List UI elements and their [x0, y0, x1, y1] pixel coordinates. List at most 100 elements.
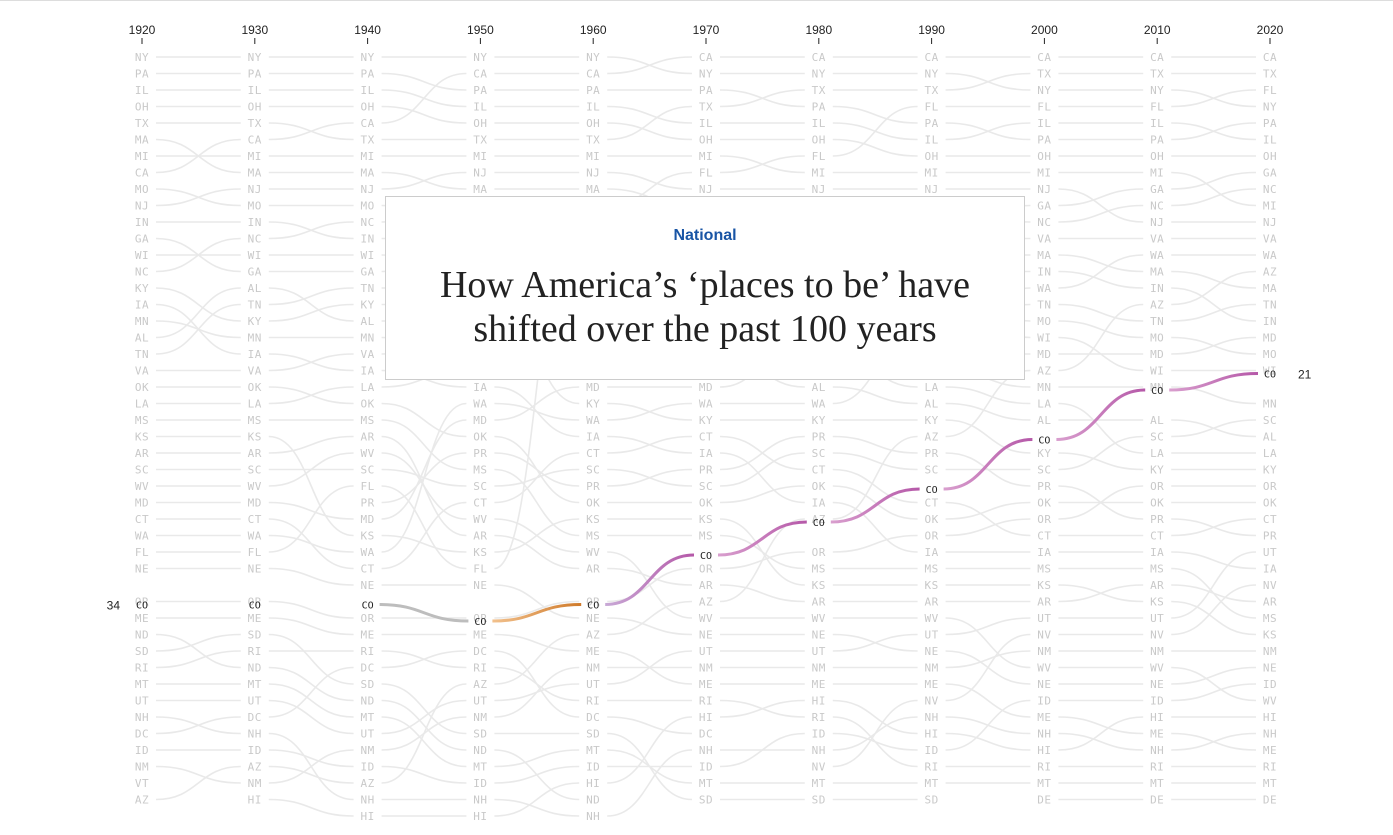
state-label: ND: [135, 629, 149, 642]
bg-line-NJ: [381, 171, 467, 190]
title-card[interactable]: National How America’s ‘places to be’ ha…: [385, 196, 1025, 380]
state-label: WI: [1037, 332, 1051, 345]
state-label: WA: [473, 398, 487, 411]
state-label: NE: [360, 579, 374, 592]
co-point-label[interactable]: CO: [362, 601, 374, 612]
state-label: MI: [473, 150, 487, 163]
state-label: CT: [1150, 530, 1164, 543]
co-line-segment[interactable]: [492, 603, 582, 623]
state-label: AZ: [473, 678, 487, 691]
state-label: NJ: [812, 183, 826, 196]
state-label: OR: [1263, 480, 1277, 493]
co-line-segment[interactable]: [943, 438, 1033, 491]
state-label: RI: [360, 645, 374, 658]
co-point-label[interactable]: CO: [587, 601, 599, 612]
state-label: MA: [360, 167, 374, 180]
state-label: SC: [924, 464, 938, 477]
co-point-label[interactable]: CO: [1151, 386, 1163, 397]
state-label: FL: [360, 480, 374, 493]
state-label: OH: [473, 117, 487, 130]
state-label: NH: [812, 744, 826, 757]
bg-line-NJ: [607, 171, 693, 190]
state-label: CT: [1263, 513, 1277, 526]
co-point-label[interactable]: CO: [1264, 370, 1276, 381]
bg-line-AZ: [155, 765, 241, 801]
bg-line-PR: [494, 452, 580, 487]
state-label: ME: [135, 612, 149, 625]
state-label: FL: [924, 101, 938, 114]
co-point-label[interactable]: CO: [700, 551, 712, 562]
state-label: WV: [473, 513, 487, 526]
state-label: NM: [360, 744, 374, 757]
state-label: SD: [812, 794, 826, 807]
co-point-label[interactable]: CO: [1038, 436, 1050, 447]
state-label: KY: [1150, 464, 1164, 477]
co-point-label[interactable]: CO: [813, 518, 825, 529]
co-line-segment[interactable]: [605, 553, 695, 606]
bg-line-MD: [381, 419, 467, 520]
state-label: MD: [248, 497, 262, 510]
state-label: OR: [924, 530, 938, 543]
co-line-segment[interactable]: [379, 603, 469, 623]
bg-line-VA: [268, 353, 354, 372]
state-label: NH: [1150, 744, 1164, 757]
state-label: NM: [699, 662, 713, 675]
state-label: UT: [924, 629, 938, 642]
bg-line-NC: [155, 237, 241, 273]
state-label: HI: [1263, 711, 1277, 724]
bg-line-MS: [494, 468, 580, 537]
bg-line-TN: [155, 303, 241, 355]
state-label: AR: [699, 579, 713, 592]
state-label: WV: [1263, 695, 1277, 708]
bg-line-SC: [1171, 419, 1257, 438]
state-label: OK: [1150, 497, 1164, 510]
co-line-segment[interactable]: [1169, 372, 1259, 392]
co-line-segment[interactable]: [717, 520, 807, 557]
bg-line-ID: [268, 749, 354, 768]
section-kicker[interactable]: National: [673, 227, 737, 244]
state-label: MD: [1037, 348, 1051, 361]
state-label: ME: [924, 678, 938, 691]
state-label: AR: [473, 530, 487, 543]
state-label: ID: [812, 728, 826, 741]
state-label: AR: [1263, 596, 1277, 609]
state-label: NJ: [248, 183, 262, 196]
state-label: MT: [1150, 777, 1164, 790]
state-label: AZ: [1037, 365, 1051, 378]
state-label: IN: [135, 216, 149, 229]
state-label: HI: [812, 695, 826, 708]
state-label: CA: [699, 51, 713, 64]
state-label: CT: [586, 447, 600, 460]
state-label: WI: [1263, 365, 1277, 378]
year-label-1980: 1980: [805, 23, 832, 37]
bg-line-OK: [719, 485, 805, 504]
state-label: MI: [586, 150, 600, 163]
state-label: MT: [699, 777, 713, 790]
year-label-1960: 1960: [580, 23, 607, 37]
state-label: MN: [1037, 381, 1051, 394]
state-label: NJ: [135, 200, 149, 213]
state-label: MI: [924, 167, 938, 180]
bg-line-NC: [268, 221, 354, 240]
co-line-segment[interactable]: [1056, 388, 1146, 441]
co-point-label[interactable]: CO: [474, 617, 486, 628]
highlight-series-co[interactable]: CO CO CO CO CO CO CO CO CO CO CO 34 21: [107, 368, 1312, 629]
state-label: SD: [924, 794, 938, 807]
bg-line-OH: [381, 105, 467, 124]
state-label: ID: [1150, 695, 1164, 708]
state-label: IN: [248, 216, 262, 229]
co-point-label[interactable]: CO: [136, 601, 148, 612]
state-label: WV: [248, 480, 262, 493]
bg-line-TN: [268, 287, 354, 306]
co-line-segment[interactable]: [830, 487, 920, 524]
state-label: WA: [812, 398, 826, 411]
state-label: TX: [812, 84, 826, 97]
co-point-label[interactable]: CO: [926, 485, 938, 496]
state-label: AL: [135, 332, 149, 345]
state-label: IN: [1037, 266, 1051, 279]
co-point-label[interactable]: CO: [249, 601, 261, 612]
state-label: IN: [360, 233, 374, 246]
state-label: WI: [360, 249, 374, 262]
bg-line-PR: [381, 452, 467, 504]
state-label: KS: [135, 431, 149, 444]
